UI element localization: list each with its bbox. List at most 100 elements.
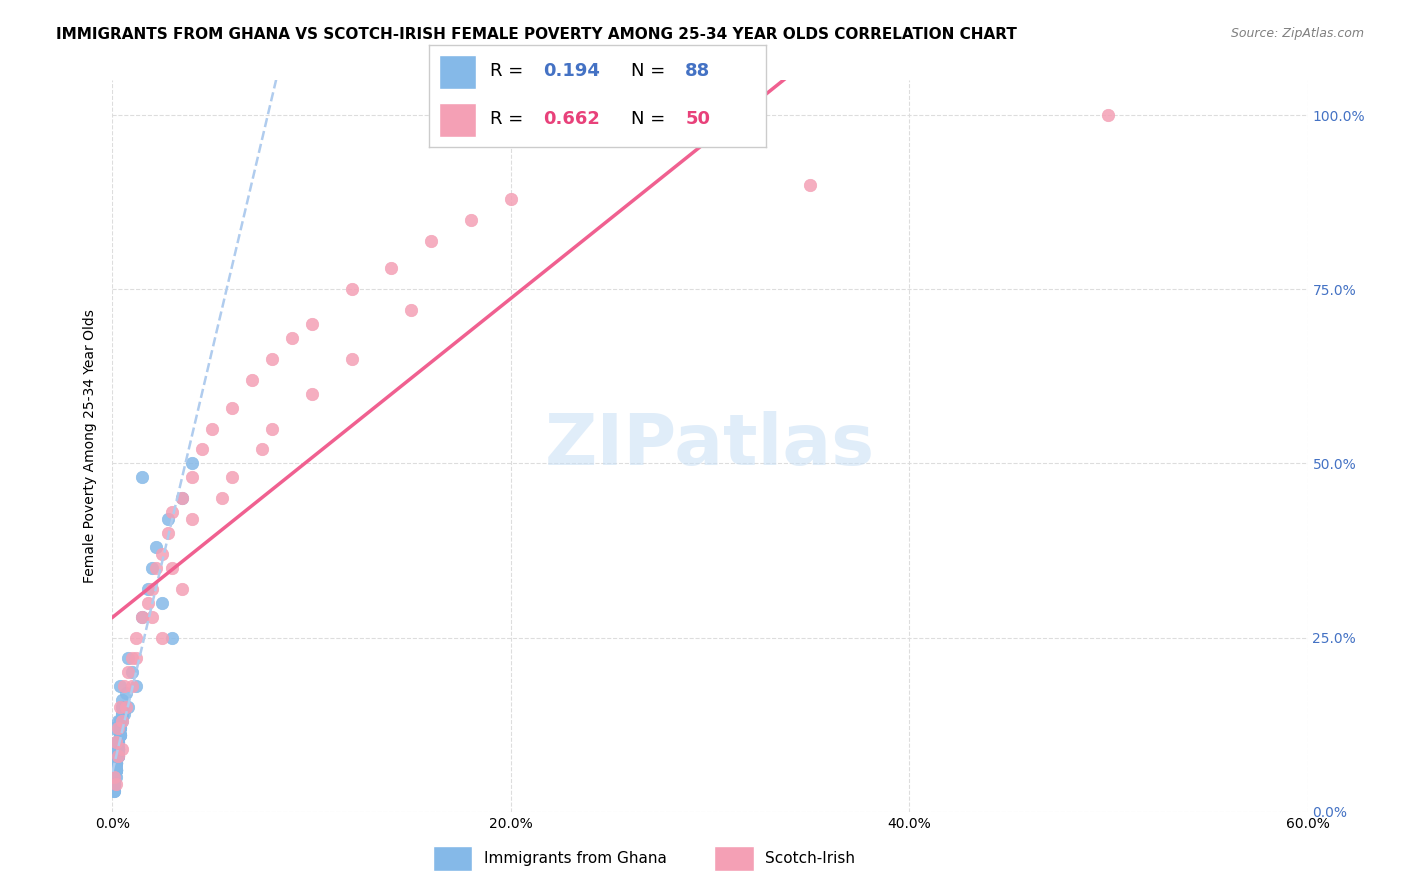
Point	[111, 714, 134, 728]
Point	[105, 756, 128, 770]
Point	[221, 401, 243, 415]
FancyBboxPatch shape	[439, 103, 477, 137]
Point	[111, 707, 134, 722]
Point	[191, 442, 214, 457]
Point	[110, 714, 132, 728]
Point	[105, 756, 128, 770]
Point	[111, 742, 134, 756]
Point	[105, 749, 128, 764]
Point	[172, 491, 194, 506]
Point	[107, 742, 129, 756]
Point	[117, 651, 139, 665]
Point	[145, 561, 167, 575]
Point	[110, 728, 132, 742]
Point	[103, 770, 125, 784]
Point	[460, 212, 482, 227]
Point	[110, 728, 132, 742]
Point	[103, 777, 125, 791]
Point	[105, 756, 128, 770]
Point	[103, 763, 125, 777]
Point	[111, 700, 134, 714]
Point	[105, 756, 128, 770]
Point	[107, 742, 129, 756]
Text: Immigrants from Ghana: Immigrants from Ghana	[484, 851, 666, 866]
Point	[107, 742, 129, 756]
Point	[105, 763, 128, 777]
Point	[103, 770, 125, 784]
Point	[301, 317, 323, 331]
Point	[111, 693, 134, 707]
Point	[380, 261, 402, 276]
Text: R =: R =	[489, 62, 529, 80]
FancyBboxPatch shape	[439, 55, 477, 88]
Point	[162, 561, 183, 575]
Point	[105, 763, 128, 777]
Point	[138, 582, 160, 596]
Point	[105, 763, 128, 777]
Point	[107, 742, 129, 756]
Point	[111, 714, 134, 728]
Point	[105, 749, 128, 764]
Point	[105, 763, 128, 777]
FancyBboxPatch shape	[433, 847, 472, 871]
Text: Source: ZipAtlas.com: Source: ZipAtlas.com	[1230, 27, 1364, 40]
Point	[141, 582, 163, 596]
Point	[221, 470, 243, 484]
Point	[110, 700, 132, 714]
Point	[111, 707, 134, 722]
Point	[157, 512, 180, 526]
Point	[103, 784, 125, 798]
Text: N =: N =	[631, 111, 671, 128]
Text: IMMIGRANTS FROM GHANA VS SCOTCH-IRISH FEMALE POVERTY AMONG 25-34 YEAR OLDS CORRE: IMMIGRANTS FROM GHANA VS SCOTCH-IRISH FE…	[56, 27, 1017, 42]
Point	[125, 631, 148, 645]
Point	[420, 234, 443, 248]
Point	[107, 721, 129, 735]
Point	[181, 512, 204, 526]
Point	[401, 303, 423, 318]
Point	[103, 777, 125, 791]
Text: N =: N =	[631, 62, 671, 80]
Point	[107, 749, 129, 764]
Point	[107, 749, 129, 764]
Point	[340, 282, 363, 296]
Text: 0.194: 0.194	[544, 62, 600, 80]
Point	[114, 707, 135, 722]
Point	[121, 665, 143, 680]
Point	[105, 756, 128, 770]
Point	[105, 735, 128, 749]
Point	[340, 351, 363, 366]
Point	[799, 178, 821, 192]
Point	[240, 373, 263, 387]
Point	[107, 749, 129, 764]
Point	[125, 651, 148, 665]
Point	[105, 756, 128, 770]
Point	[181, 457, 204, 471]
Point	[250, 442, 273, 457]
Text: Scotch-Irish: Scotch-Irish	[765, 851, 855, 866]
Point	[103, 770, 125, 784]
Point	[103, 777, 125, 791]
Point	[131, 609, 153, 624]
Text: R =: R =	[489, 111, 529, 128]
Text: ZIPatlas: ZIPatlas	[546, 411, 875, 481]
Point	[105, 777, 128, 791]
Point	[105, 763, 128, 777]
Point	[105, 763, 128, 777]
Point	[107, 742, 129, 756]
Point	[110, 714, 132, 728]
Point	[115, 686, 138, 700]
Point	[107, 749, 129, 764]
Point	[107, 742, 129, 756]
Point	[150, 547, 173, 561]
Y-axis label: Female Poverty Among 25-34 Year Olds: Female Poverty Among 25-34 Year Olds	[83, 309, 97, 583]
FancyBboxPatch shape	[714, 847, 754, 871]
Point	[131, 609, 153, 624]
Point	[103, 777, 125, 791]
Point	[105, 749, 128, 764]
Point	[260, 351, 283, 366]
Point	[105, 735, 128, 749]
Point	[105, 770, 128, 784]
Point	[105, 763, 128, 777]
Text: 0.662: 0.662	[544, 111, 600, 128]
Point	[105, 756, 128, 770]
